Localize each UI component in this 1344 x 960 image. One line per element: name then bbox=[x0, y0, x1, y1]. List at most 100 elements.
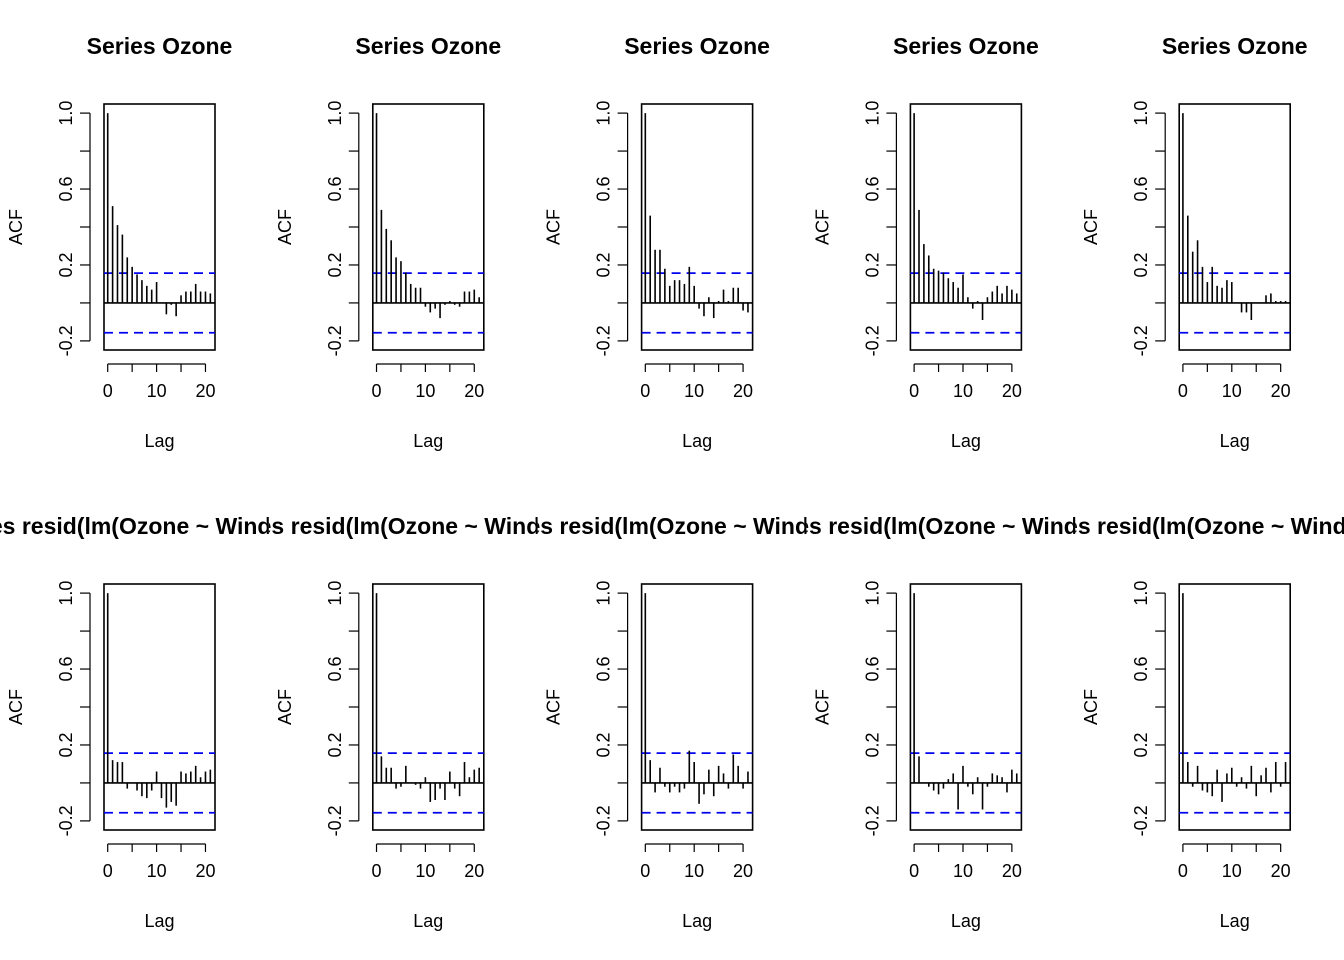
x-tick-label: 0 bbox=[372, 861, 382, 881]
plot-frame bbox=[371, 583, 485, 831]
x-tick-label: 10 bbox=[1222, 861, 1242, 881]
acf-panel: Series Ozone -0.2 0.2 0.6 1.0 0 10 20 Lag ACF bbox=[275, 33, 501, 451]
acf-panel: Series resid(lm(Ozone ~ Wind + Temp)) -0.… bbox=[806, 513, 1075, 931]
x-tick-label: 0 bbox=[103, 861, 113, 881]
x-tick-label: 20 bbox=[464, 861, 484, 881]
y-tick-label: -0.2 bbox=[594, 325, 614, 356]
x-axis-label: Lag bbox=[1220, 911, 1250, 931]
x-axis-label: Lag bbox=[413, 431, 443, 451]
y-tick-label: 1.0 bbox=[594, 101, 614, 126]
y-tick-label: 1.0 bbox=[594, 581, 614, 606]
acf-panel: Series Ozone -0.2 0.2 0.6 1.0 0 10 20 Lag ACF bbox=[544, 33, 770, 451]
x-axis-label: Lag bbox=[144, 431, 174, 451]
x-tick-label: 20 bbox=[1271, 381, 1291, 401]
y-tick-label: 1.0 bbox=[56, 581, 76, 606]
acf-panel: Series Ozone -0.2 0.2 0.6 1.0 0 10 20 Lag ACF bbox=[6, 33, 232, 451]
y-tick-label: 0.2 bbox=[325, 732, 345, 757]
x-tick-label: 0 bbox=[640, 381, 650, 401]
panel-title: Series Ozone bbox=[624, 33, 770, 59]
y-tick-label: 1.0 bbox=[862, 101, 882, 126]
x-tick-label: 10 bbox=[684, 381, 704, 401]
acf-panel: Series resid(lm(Ozone ~ Wind + Temp)) -0.… bbox=[1075, 513, 1344, 931]
y-axis-label: ACF bbox=[812, 689, 832, 725]
y-axis-label: ACF bbox=[544, 209, 564, 245]
y-tick-label: 0.6 bbox=[594, 657, 614, 682]
y-tick-label: -0.2 bbox=[56, 805, 76, 836]
x-axis-label: Lag bbox=[682, 911, 712, 931]
y-tick-label: 0.6 bbox=[56, 177, 76, 202]
x-tick-label: 0 bbox=[909, 861, 919, 881]
plot-frame bbox=[909, 583, 1023, 831]
y-tick-label: 0.2 bbox=[594, 252, 614, 277]
x-axis-label: Lag bbox=[951, 431, 981, 451]
x-tick-label: 10 bbox=[1222, 381, 1242, 401]
x-axis-label: Lag bbox=[951, 911, 981, 931]
x-tick-label: 20 bbox=[733, 861, 753, 881]
y-tick-label: -0.2 bbox=[325, 325, 345, 356]
x-tick-label: 0 bbox=[103, 381, 113, 401]
y-tick-label: 1.0 bbox=[325, 101, 345, 126]
x-tick-label: 10 bbox=[953, 381, 973, 401]
y-tick-label: 1.0 bbox=[1131, 581, 1151, 606]
y-tick-label: 0.2 bbox=[56, 252, 76, 277]
y-tick-label: 1.0 bbox=[56, 101, 76, 126]
y-tick-label: 0.6 bbox=[1131, 657, 1151, 682]
panel-title: Series Ozone bbox=[1162, 33, 1308, 59]
panel-title: Series Ozone bbox=[893, 33, 1039, 59]
x-tick-label: 10 bbox=[147, 381, 167, 401]
plot-frame bbox=[640, 583, 754, 831]
panel-title: Series resid(lm(Ozone ~ Wind + Temp)) bbox=[0, 513, 373, 539]
y-tick-label: -0.2 bbox=[1131, 325, 1151, 356]
y-tick-label: -0.2 bbox=[325, 805, 345, 836]
y-axis-label: ACF bbox=[1081, 209, 1101, 245]
plot-frame bbox=[371, 103, 485, 351]
y-tick-label: 0.6 bbox=[1131, 177, 1151, 202]
x-tick-label: 20 bbox=[464, 381, 484, 401]
x-tick-label: 0 bbox=[640, 861, 650, 881]
panel-title: Series Ozone bbox=[87, 33, 233, 59]
y-tick-label: 0.2 bbox=[862, 252, 882, 277]
x-tick-label: 20 bbox=[195, 381, 215, 401]
y-tick-label: -0.2 bbox=[594, 805, 614, 836]
y-tick-label: 0.2 bbox=[1131, 732, 1151, 757]
y-axis-label: ACF bbox=[544, 689, 564, 725]
y-tick-label: -0.2 bbox=[862, 325, 882, 356]
y-tick-label: 0.2 bbox=[325, 252, 345, 277]
x-tick-label: 10 bbox=[953, 861, 973, 881]
y-axis-label: ACF bbox=[275, 209, 295, 245]
x-tick-label: 0 bbox=[909, 381, 919, 401]
y-tick-label: 1.0 bbox=[1131, 101, 1151, 126]
acf-panel: Series Ozone -0.2 0.2 0.6 1.0 0 10 20 Lag ACF bbox=[812, 33, 1038, 451]
x-tick-label: 20 bbox=[1002, 861, 1022, 881]
plot-frame bbox=[103, 103, 216, 351]
y-tick-label: 0.2 bbox=[56, 732, 76, 757]
y-tick-label: 0.6 bbox=[594, 177, 614, 202]
panel-title: Series resid(lm(Ozone ~ Wind + Temp)) bbox=[215, 513, 641, 539]
plot-frame bbox=[640, 103, 754, 351]
y-tick-label: 0.2 bbox=[1131, 252, 1151, 277]
x-tick-label: 10 bbox=[415, 861, 435, 881]
y-tick-label: 1.0 bbox=[862, 581, 882, 606]
x-tick-label: 0 bbox=[1178, 381, 1188, 401]
acf-panel: Series resid(lm(Ozone ~ Wind + Temp)) -0.… bbox=[484, 513, 910, 931]
x-tick-label: 0 bbox=[372, 381, 382, 401]
y-axis-label: ACF bbox=[6, 209, 26, 245]
y-tick-label: 0.6 bbox=[325, 657, 345, 682]
y-tick-label: -0.2 bbox=[1131, 805, 1151, 836]
x-tick-label: 10 bbox=[147, 861, 167, 881]
y-axis-label: ACF bbox=[6, 689, 26, 725]
plot-frame bbox=[1178, 583, 1291, 831]
plot-frame bbox=[909, 103, 1023, 351]
x-tick-label: 20 bbox=[1002, 381, 1022, 401]
y-tick-label: 0.2 bbox=[594, 732, 614, 757]
x-tick-label: 20 bbox=[1271, 861, 1291, 881]
panel-title: Series resid(lm(Ozone ~ Wind + Temp)) bbox=[484, 513, 910, 539]
x-tick-label: 20 bbox=[733, 381, 753, 401]
y-axis-label: ACF bbox=[275, 689, 295, 725]
y-axis-label: ACF bbox=[1081, 689, 1101, 725]
y-tick-label: 0.6 bbox=[56, 657, 76, 682]
panel-title: Series Ozone bbox=[355, 33, 501, 59]
y-axis-label: ACF bbox=[812, 209, 832, 245]
y-tick-label: 1.0 bbox=[325, 581, 345, 606]
